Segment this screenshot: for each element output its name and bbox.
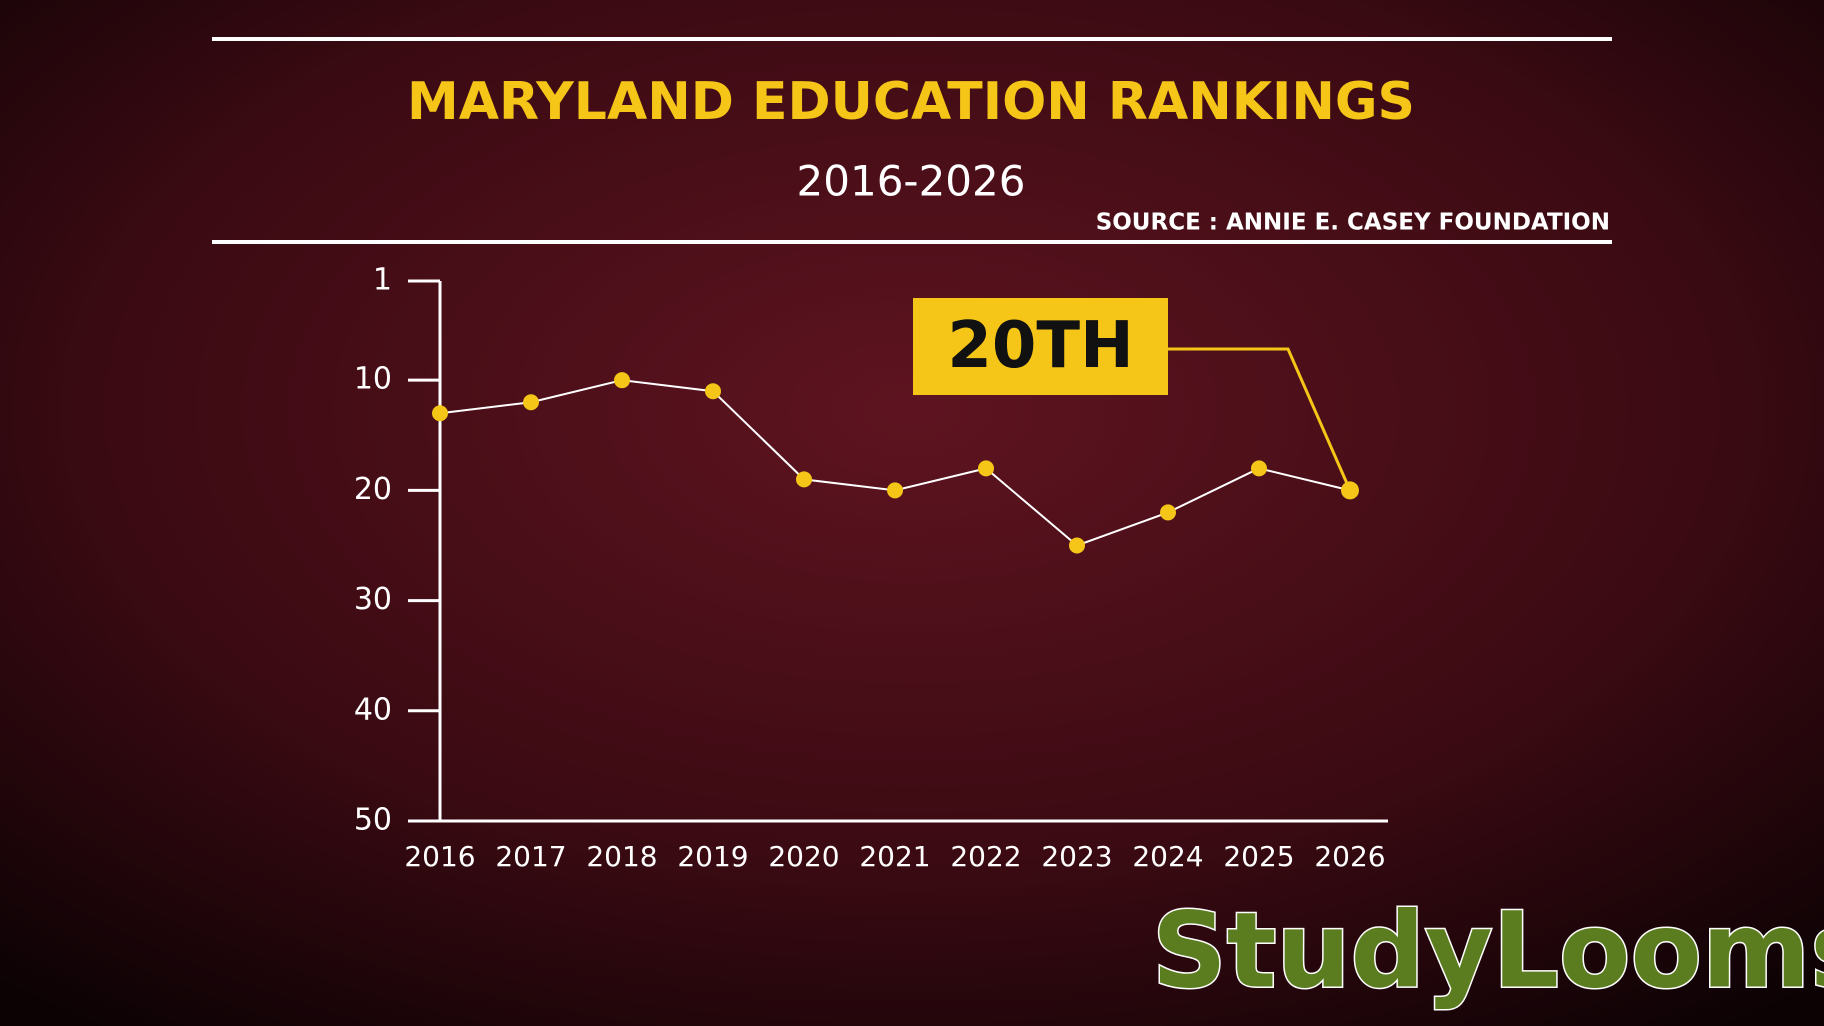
point: [1160, 504, 1176, 521]
point: [614, 372, 630, 389]
source: SOURCE : ANNIE E. CASEY FOUNDATION: [1096, 210, 1610, 236]
x-tick-label: 2022: [950, 840, 1021, 873]
y-tick-label: 20: [354, 472, 392, 507]
x-tick-label: 2025: [1223, 840, 1294, 873]
x-tick-label: 2021: [859, 840, 930, 873]
watermark: StudyLooms: [1152, 889, 1824, 1011]
point: [1251, 460, 1267, 477]
point: [432, 405, 448, 422]
y-tick-label: 40: [354, 692, 392, 727]
x-tick-label: 2026: [1314, 840, 1385, 873]
annotation-connector: [1168, 347, 1352, 491]
point: [1069, 537, 1085, 554]
y-tick-label: 50: [354, 803, 392, 838]
x-tick-label: 2023: [1041, 840, 1112, 873]
x-tick-label: 2018: [586, 840, 657, 873]
y-tick-label: 1: [373, 263, 392, 298]
annotation-box: [913, 298, 1168, 395]
point: [887, 482, 903, 499]
point: [705, 383, 721, 400]
chart-title: MARYLAND EDUCATION RANKINGS: [407, 72, 1415, 132]
point: [523, 394, 539, 411]
y-tick-label: 10: [354, 362, 392, 397]
point: [796, 471, 812, 488]
y-tick-label: 30: [354, 582, 392, 617]
point: [978, 460, 994, 477]
x-tick-label: 2019: [677, 840, 748, 873]
annotation-label: 20TH: [947, 309, 1133, 383]
point: [1341, 481, 1359, 500]
x-tick-label: 2016: [404, 840, 475, 873]
x-tick-label: 2024: [1132, 840, 1203, 873]
x-tick-label: 2020: [768, 840, 839, 873]
chart-subtitle: 2016-2026: [797, 157, 1026, 206]
x-tick-label: 2017: [495, 840, 566, 873]
